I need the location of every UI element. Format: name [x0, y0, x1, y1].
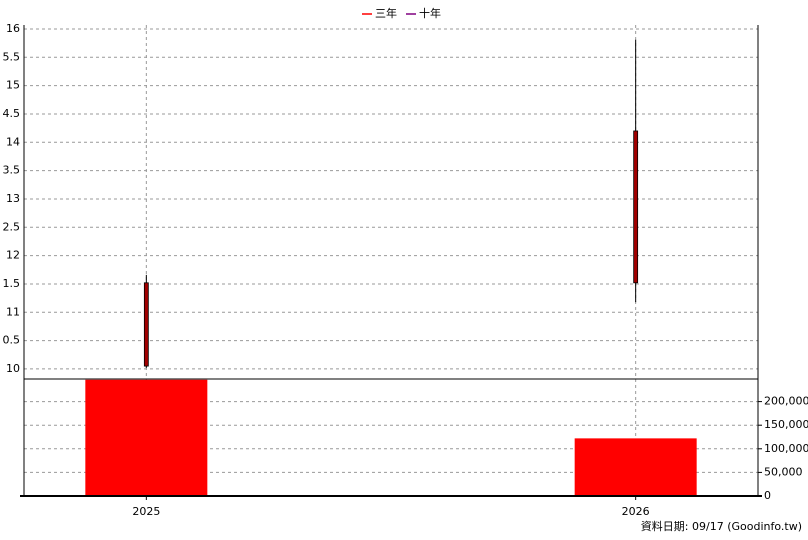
y-tick-label: 15	[6, 79, 20, 92]
legend-label: 三年	[375, 6, 397, 20]
y-tick-label: 4.5	[3, 107, 21, 120]
y-tick-label: 14	[6, 135, 20, 148]
y-tick-label: 10	[6, 362, 20, 375]
y-tick-label: 12	[6, 249, 20, 262]
x-tick-label: 2025	[132, 505, 160, 518]
y-tick-label: 3.5	[3, 164, 21, 177]
legend-label: 十年	[419, 6, 441, 20]
y2-tick-label: 100,000	[764, 442, 808, 455]
candle-body	[143, 282, 149, 367]
y-tick-label: 11	[6, 305, 20, 318]
x-tick-label: 2026	[622, 505, 650, 518]
y-tick-label: 16	[6, 22, 20, 35]
volume-bar	[574, 438, 697, 496]
y2-tick-label: 0	[764, 489, 771, 502]
y-tick-label: 13	[6, 192, 20, 205]
y-tick-label: 1.5	[3, 277, 21, 290]
y-tick-label: 5.5	[3, 50, 21, 63]
y2-tick-label: 200,000	[764, 395, 808, 408]
y-tick-label: 2.5	[3, 220, 21, 233]
footer: 資料日期: 09/17 (Goodinfo.tw)	[641, 519, 802, 533]
y2-tick-label: 150,000	[764, 418, 808, 431]
y2-tick-label: 50,000	[764, 465, 803, 478]
y-tick-label: 0.5	[3, 334, 21, 347]
volume-bar	[85, 379, 208, 496]
candle-body	[633, 130, 639, 284]
